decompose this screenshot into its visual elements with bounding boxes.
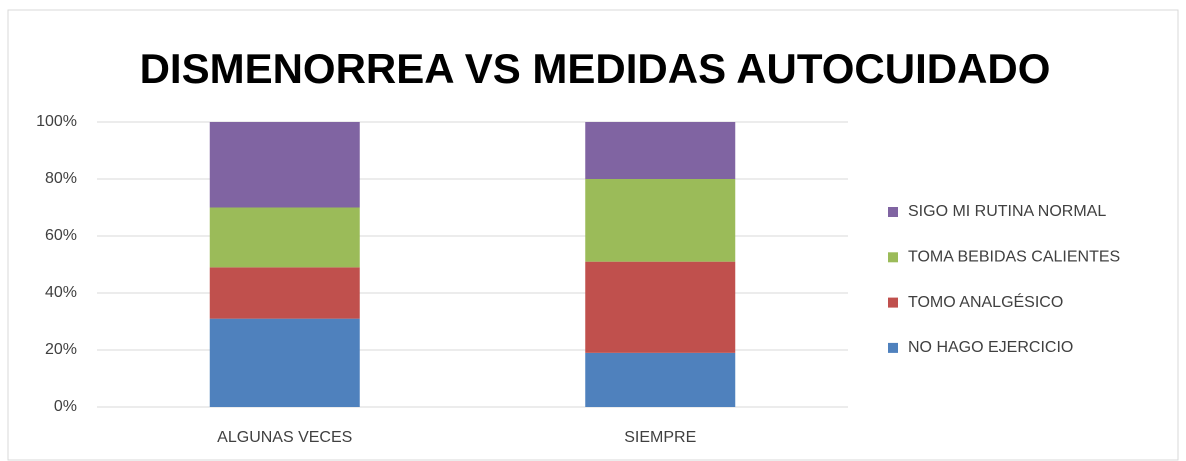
legend-label: TOMA BEBIDAS CALIENTES (908, 249, 1120, 266)
legend-label: SIGO MI RUTINA NORMAL (908, 203, 1106, 220)
bar-segment (209, 207, 360, 268)
y-tick-label: 60% (45, 227, 77, 244)
x-tick-label: ALGUNAS VECES (217, 429, 352, 446)
legend-label: NO HAGO EJERCICIO (908, 339, 1073, 356)
y-tick-label: 100% (36, 113, 77, 130)
bar-segment (585, 122, 736, 179)
legend-swatch (888, 342, 898, 353)
bar-segment (585, 261, 736, 353)
legend-label: TOMO ANALGÉSICO (908, 292, 1063, 311)
y-tick-label: 20% (45, 341, 77, 358)
y-tick-label: 0% (54, 398, 77, 415)
y-tick-label: 40% (45, 284, 77, 301)
bar-segment (209, 267, 360, 319)
bar-segment (585, 352, 736, 407)
bar-segment (209, 318, 360, 407)
chart-title: DISMENORREA VS MEDIDAS AUTOCUIDADO (140, 45, 1051, 92)
legend-swatch (888, 207, 898, 217)
x-tick-label: SIEMPRE (624, 429, 696, 446)
bar-segment (209, 122, 360, 208)
chart-frame (7, 9, 1179, 461)
legend-swatch (888, 297, 898, 308)
legend-swatch (888, 252, 898, 263)
bar-segment (585, 179, 736, 262)
y-tick-label: 80% (45, 170, 77, 187)
